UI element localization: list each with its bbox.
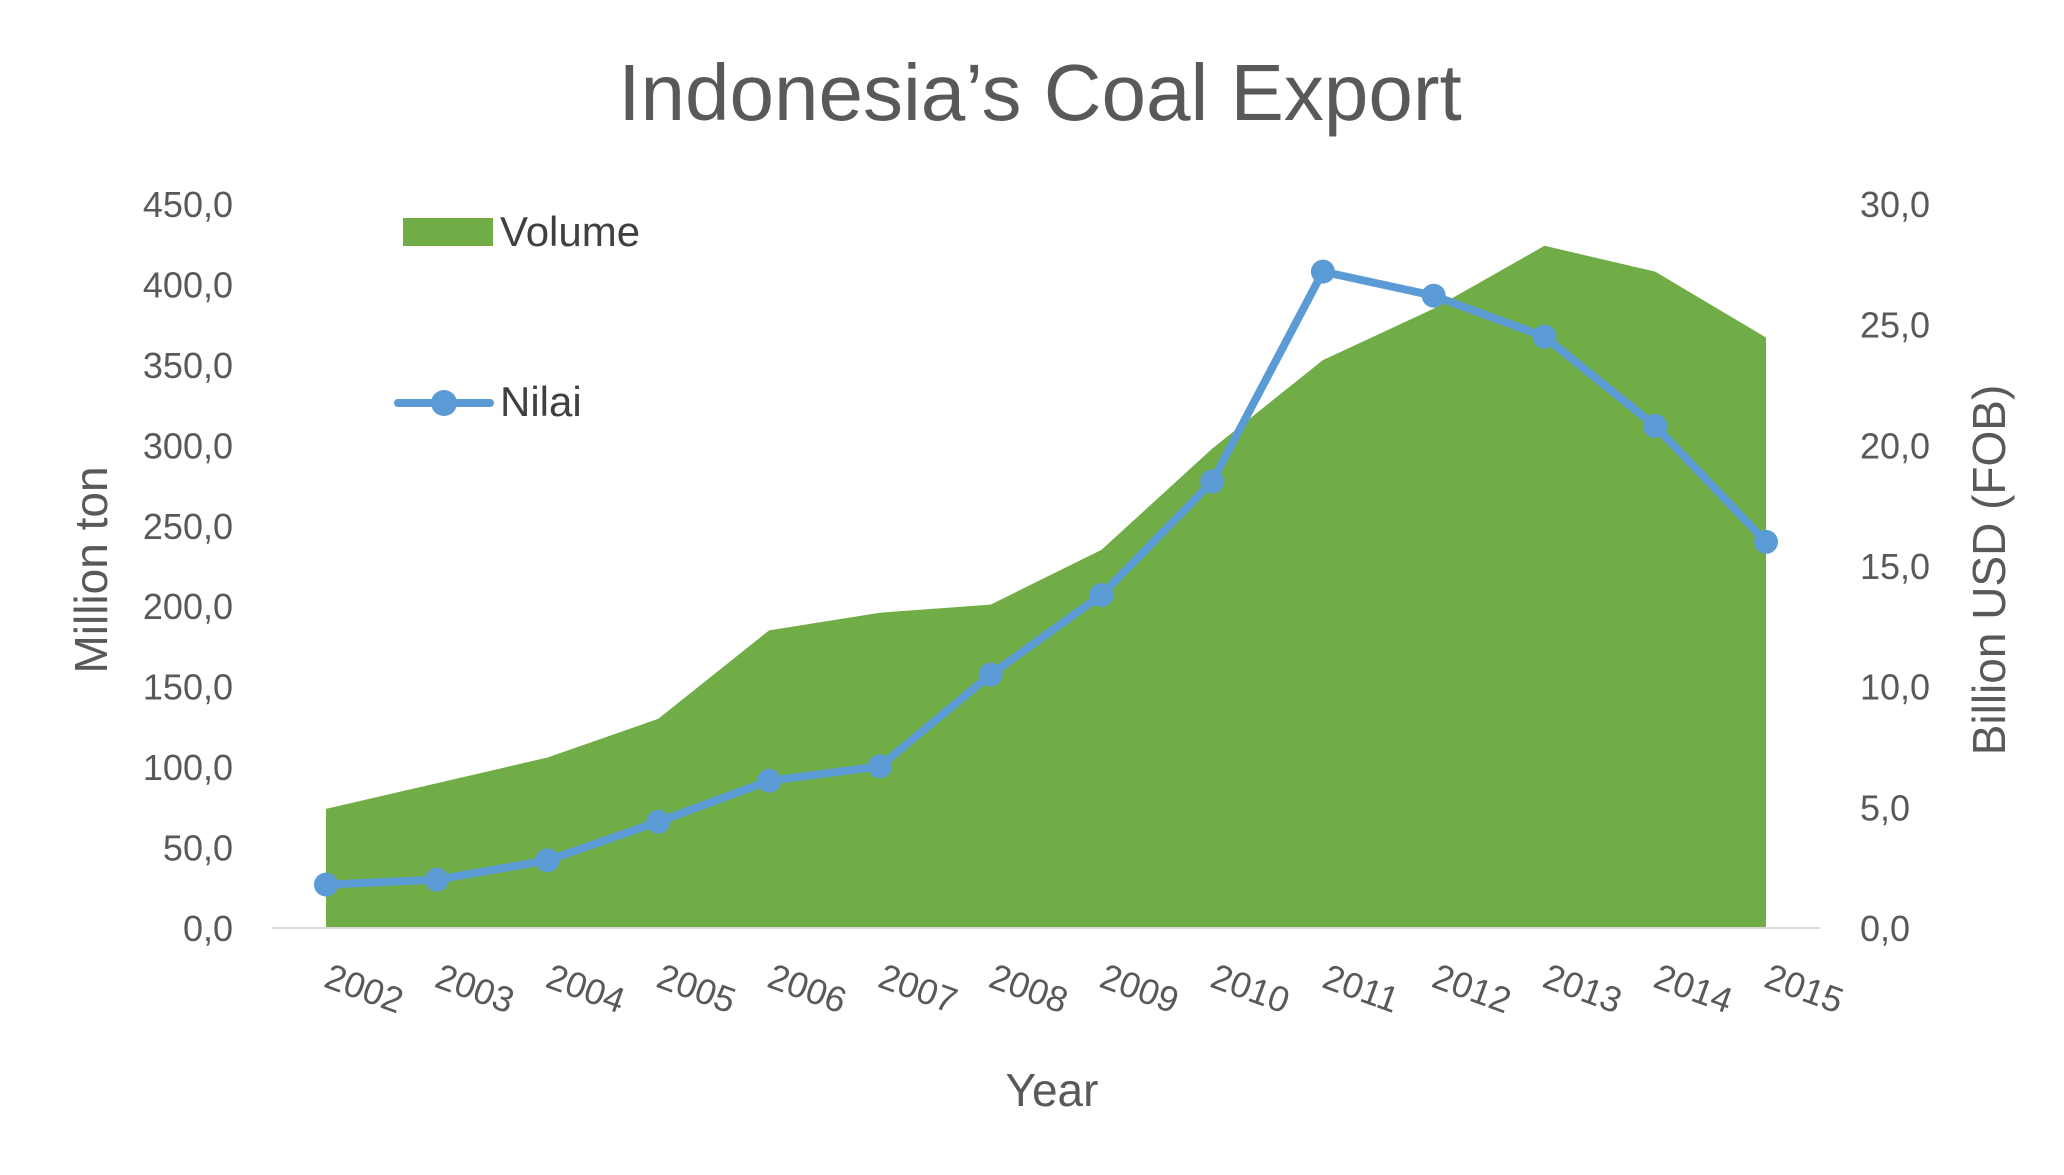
x-tick-label-2004: 2004 xyxy=(541,955,630,1021)
y-axis-left-label: Million ton xyxy=(65,466,117,673)
series-nilai-line xyxy=(322,267,1770,889)
y-right-tick-label: 20,0 xyxy=(1860,425,1930,466)
nilai-point-2009 xyxy=(1089,583,1114,607)
y-left-tick-label: 250,0 xyxy=(143,506,233,547)
y-right-tick-label: 30,0 xyxy=(1860,184,1930,225)
nilai-point-2003 xyxy=(424,867,449,892)
x-tick-label-2005: 2005 xyxy=(652,955,741,1021)
x-tick-label-2006: 2006 xyxy=(763,955,852,1021)
x-tick-label-2010: 2010 xyxy=(1206,955,1295,1021)
chart-title: Indonesia’s Coal Export xyxy=(618,48,1461,137)
y-left-tick-label: 300,0 xyxy=(143,425,233,466)
x-tick-label-2012: 2012 xyxy=(1427,955,1516,1021)
y-right-tick-label: 10,0 xyxy=(1860,667,1930,708)
x-tick-label-2015: 2015 xyxy=(1760,955,1849,1021)
nilai-point-2015 xyxy=(1754,529,1778,554)
y-left-tick-label: 400,0 xyxy=(143,264,233,305)
y-axis-right-label: Billion USD (FOB) xyxy=(1963,385,2015,756)
legend-nilai-label: Nilai xyxy=(500,378,582,425)
nilai-point-2010 xyxy=(1200,469,1225,494)
x-axis-label: Year xyxy=(1006,1064,1099,1116)
y-left-tick-label: 200,0 xyxy=(143,586,233,627)
y-right-tick-label: 0,0 xyxy=(1860,908,1910,949)
nilai-point-2007 xyxy=(867,754,892,779)
y-right-tick-label: 25,0 xyxy=(1860,305,1930,346)
x-tick-label-2014: 2014 xyxy=(1649,955,1738,1021)
series-volume-area xyxy=(326,245,1766,929)
nilai-point-2011 xyxy=(1310,259,1335,284)
legend-nilai-marker xyxy=(431,390,457,416)
y-left-tick-label: 50,0 xyxy=(163,828,233,869)
y-right-tick-label: 15,0 xyxy=(1860,546,1930,587)
plot-area xyxy=(314,245,1778,929)
nilai-point-2008 xyxy=(978,662,1003,687)
nilai-point-2014 xyxy=(1643,414,1668,438)
y-right-tick-label: 5,0 xyxy=(1860,787,1910,828)
x-tick-label-2013: 2013 xyxy=(1538,955,1627,1021)
nilai-point-2004 xyxy=(535,848,560,873)
nilai-point-2012 xyxy=(1421,283,1446,308)
axes: 0,0 50,0 100,0 150,0 200,0 250,0 300,0 350,0 400… xyxy=(143,184,1930,1021)
legend-volume-label: Volume xyxy=(500,208,640,255)
nilai-point-2006 xyxy=(757,768,782,793)
legend: Volume Nilai xyxy=(394,208,640,425)
x-tick-label-2011: 2011 xyxy=(1318,956,1405,1021)
x-tick-label-2003: 2003 xyxy=(430,955,519,1021)
y-left-tick-label: 350,0 xyxy=(143,345,233,386)
x-tick-label-2007: 2007 xyxy=(873,955,962,1021)
y-left-tick-label: 0,0 xyxy=(183,908,233,949)
y-left-tick-label: 150,0 xyxy=(143,667,233,708)
nilai-point-2013 xyxy=(1532,324,1557,349)
y-left-tick-label: 100,0 xyxy=(143,747,233,788)
x-tick-label-2002: 2002 xyxy=(320,955,409,1021)
nilai-point-2005 xyxy=(646,809,671,834)
nilai-point-2002 xyxy=(314,872,338,897)
legend-volume-swatch xyxy=(403,218,493,246)
x-tick-label-2009: 2009 xyxy=(1095,955,1184,1021)
y-left-tick-label: 450,0 xyxy=(143,184,233,225)
x-tick-label-2008: 2008 xyxy=(984,955,1073,1021)
